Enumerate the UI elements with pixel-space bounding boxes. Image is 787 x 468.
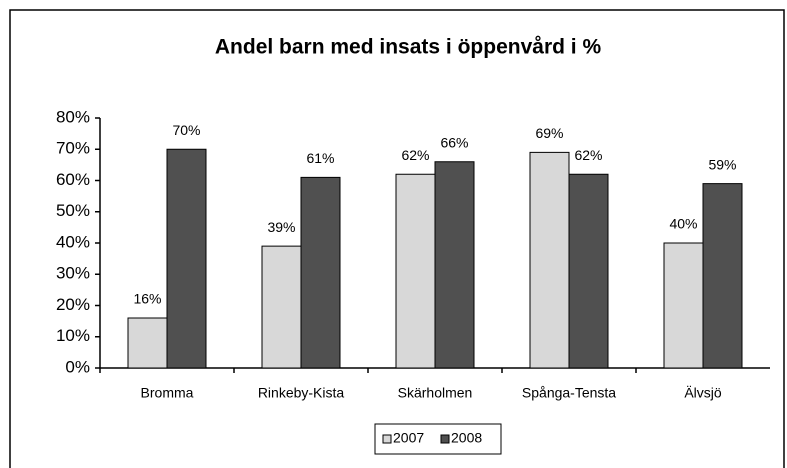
bar [127, 317, 168, 369]
bar [663, 242, 704, 369]
x-tick-label: Skärholmen [398, 385, 473, 401]
y-tick-label: 70% [56, 139, 90, 158]
bar [568, 173, 609, 369]
data-label: 62% [574, 147, 602, 163]
x-tick-label: Rinkeby-Kista [258, 385, 345, 401]
bar [529, 151, 570, 369]
legend-swatch [382, 434, 392, 444]
data-label: 39% [267, 219, 295, 235]
bar [395, 173, 436, 369]
y-tick-label: 50% [56, 201, 90, 220]
x-tick-label: Bromma [141, 385, 194, 401]
data-label: 70% [172, 122, 200, 138]
data-label: 16% [133, 291, 161, 307]
y-tick-label: 40% [56, 232, 90, 251]
y-tick-label: 10% [56, 326, 90, 345]
chart-title: Andel barn med insats i öppenvård i % [215, 36, 602, 59]
x-tick-label: Älvsjö [684, 385, 722, 401]
legend-box [374, 423, 502, 455]
data-label: 61% [306, 150, 334, 166]
data-label: 66% [440, 134, 468, 150]
legend-swatch [440, 434, 450, 444]
x-tick-label: Spånga-Tensta [522, 385, 616, 401]
bar [166, 148, 207, 369]
data-label: 69% [535, 125, 563, 141]
data-label: 62% [401, 147, 429, 163]
bar [702, 183, 743, 369]
bar [434, 161, 475, 369]
y-tick-label: 30% [56, 264, 90, 283]
y-tick-label: 80% [56, 107, 90, 126]
legend-label: 2008 [451, 430, 482, 446]
y-tick-label: 20% [56, 295, 90, 314]
y-tick-label: 0% [65, 357, 90, 376]
legend-label: 2007 [393, 430, 424, 446]
data-label: 40% [669, 216, 697, 232]
data-label: 59% [708, 156, 736, 172]
bar [300, 176, 341, 369]
y-tick-label: 60% [56, 170, 90, 189]
bar [261, 245, 302, 369]
